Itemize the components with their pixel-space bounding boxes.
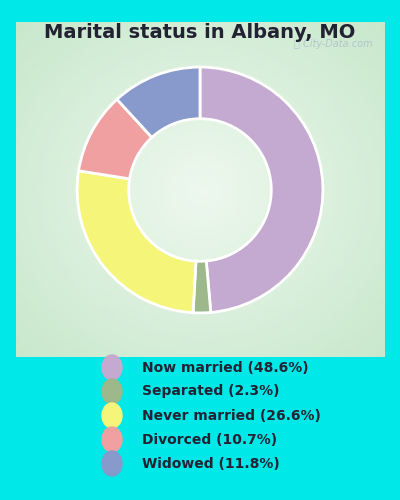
Text: ⓘ City-Data.com: ⓘ City-Data.com — [294, 39, 373, 49]
Text: Never married (26.6%): Never married (26.6%) — [142, 408, 321, 422]
Text: Widowed (11.8%): Widowed (11.8%) — [142, 456, 280, 470]
Wedge shape — [200, 67, 323, 312]
Text: Separated (2.3%): Separated (2.3%) — [142, 384, 280, 398]
Wedge shape — [193, 261, 211, 313]
Wedge shape — [77, 171, 196, 312]
Text: Marital status in Albany, MO: Marital status in Albany, MO — [44, 22, 356, 42]
Wedge shape — [78, 100, 152, 179]
Text: Now married (48.6%): Now married (48.6%) — [142, 360, 309, 374]
Wedge shape — [117, 67, 200, 138]
Text: Divorced (10.7%): Divorced (10.7%) — [142, 432, 277, 446]
